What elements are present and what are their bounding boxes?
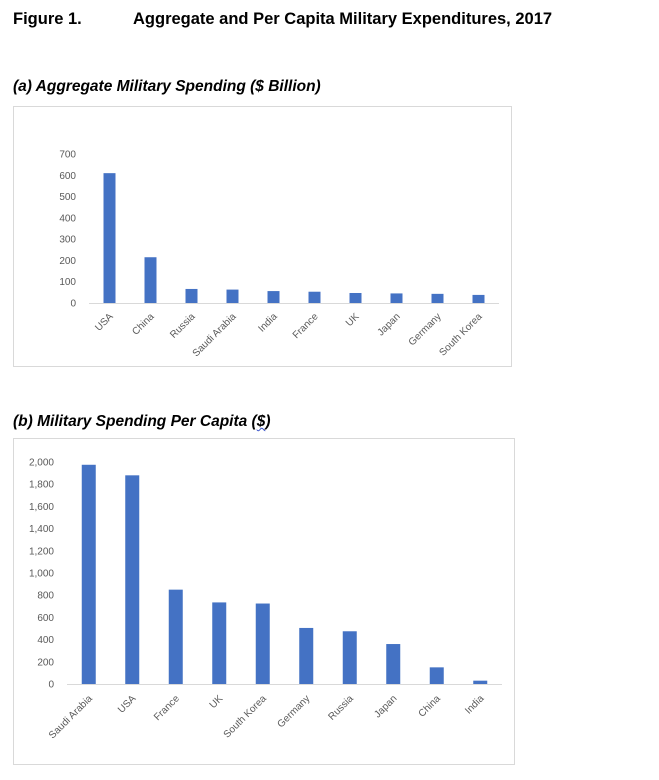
agg-x-tick-label: Saudi Arabia: [191, 311, 239, 359]
per-capita-spending-chart: 0 200 400 600 800 1,000 1,200 1,400 1,600 1,800 2,…: [13, 438, 515, 765]
pc-bar-uk: [212, 602, 227, 684]
pc-x-tick-label: France: [152, 693, 182, 723]
pc-bar-china: [429, 667, 444, 684]
pc-x-tick-label: India: [463, 693, 486, 716]
figure-number: Figure 1.: [13, 10, 82, 28]
pc-bar-south-korea: [255, 603, 270, 684]
pc-y-tick-label: 600: [37, 613, 54, 624]
pc-bar-india: [473, 680, 488, 684]
pc-y-tick-label: 1,400: [29, 524, 54, 535]
agg-bar-russia: [185, 288, 198, 303]
aggregate-spending-chart-svg: 0 100 200 300 400 500 600 700 USA China RussiaSaud…: [59, 150, 499, 359]
pc-y-tick-label: 0: [48, 680, 54, 691]
pc-y-tick-label: 800: [37, 591, 54, 602]
panel-b-title-unit: $: [256, 413, 266, 430]
pc-x-tick-label: South Korea: [222, 693, 269, 740]
agg-x-tick-label: USA: [93, 311, 116, 334]
pc-bar-usa: [125, 475, 140, 684]
pc-y-tick-label: 2,000: [29, 458, 54, 469]
agg-bar-japan: [390, 293, 403, 303]
pc-y-tick-label: 400: [37, 635, 54, 646]
pc-bar-japan: [386, 644, 401, 684]
figure-title: Figure 1. Aggregate and Per Capita Milita…: [13, 10, 552, 29]
panel-b-title-end: ): [265, 413, 271, 430]
pc-bar-russia: [342, 631, 357, 684]
per-capita-spending-chart-svg: 0 200 400 600 800 1,000 1,200 1,400 1,600 1,800 2,…: [29, 458, 502, 741]
aggregate-spending-chart: 0 100 200 300 400 500 600 700 USA China Russia Saud…: [13, 106, 512, 367]
pc-x-tick-label: Germany: [276, 693, 313, 730]
pc-y-tick-label: 1,000: [29, 569, 54, 580]
pc-y-tick-label: 1,600: [29, 502, 54, 513]
agg-y-tick-label: 100: [59, 277, 76, 288]
panel-b-title: (b) Military Spending Per Capita ($): [13, 413, 271, 431]
agg-y-tick-label: 600: [59, 171, 76, 182]
pc-y-tick-label: 1,800: [29, 480, 54, 491]
agg-bar-germany: [431, 293, 444, 303]
agg-x-tick-label: Japan: [376, 311, 403, 338]
panel-a-title: (a) Aggregate Military Spending ($ Billi…: [13, 78, 321, 95]
figure-title-text: Aggregate and Per Capita Military Expend…: [133, 10, 553, 28]
agg-y-tick-label: 400: [59, 213, 76, 224]
pc-x-tick-label: UK: [208, 693, 226, 711]
pc-bar-germany: [299, 627, 314, 684]
agg-y-tick-label: 700: [59, 150, 76, 161]
agg-x-tick-label: India: [257, 311, 280, 334]
agg-x-tick-label: Germany: [407, 311, 444, 348]
pc-bar-saudi-arabia: [81, 464, 96, 684]
pc-y-tick-label: 200: [37, 657, 54, 668]
agg-y-tick-label: 300: [59, 235, 76, 246]
panel-b-title-main: (b) Military Spending Per Capita (: [13, 413, 257, 430]
agg-x-tick-label: South Korea: [438, 311, 485, 358]
pc-bar-france: [168, 589, 183, 684]
agg-bar-india: [267, 291, 280, 303]
agg-x-tick-label: Russia: [168, 311, 198, 341]
pc-x-tick-label: China: [417, 693, 444, 720]
agg-bar-uk: [349, 292, 362, 303]
agg-y-tick-label: 500: [59, 192, 76, 203]
agg-bar-usa: [103, 173, 116, 303]
pc-y-tick-label: 1,200: [29, 546, 54, 557]
agg-bar-saudi-arabia: [226, 289, 239, 303]
agg-x-tick-label: UK: [344, 311, 362, 329]
agg-x-tick-label: China: [130, 311, 157, 338]
pc-x-tick-label: Saudi Arabia: [47, 693, 95, 741]
agg-y-tick-label: 200: [59, 256, 76, 267]
agg-bar-france: [308, 291, 321, 303]
pc-x-tick-label: Japan: [372, 693, 399, 720]
pc-x-tick-label: USA: [116, 693, 139, 716]
agg-x-tick-label: France: [291, 311, 321, 341]
pc-x-tick-label: Russia: [326, 693, 356, 723]
agg-bar-south-korea: [472, 294, 485, 303]
agg-bar-china: [144, 257, 157, 303]
agg-y-tick-label: 0: [70, 299, 76, 310]
